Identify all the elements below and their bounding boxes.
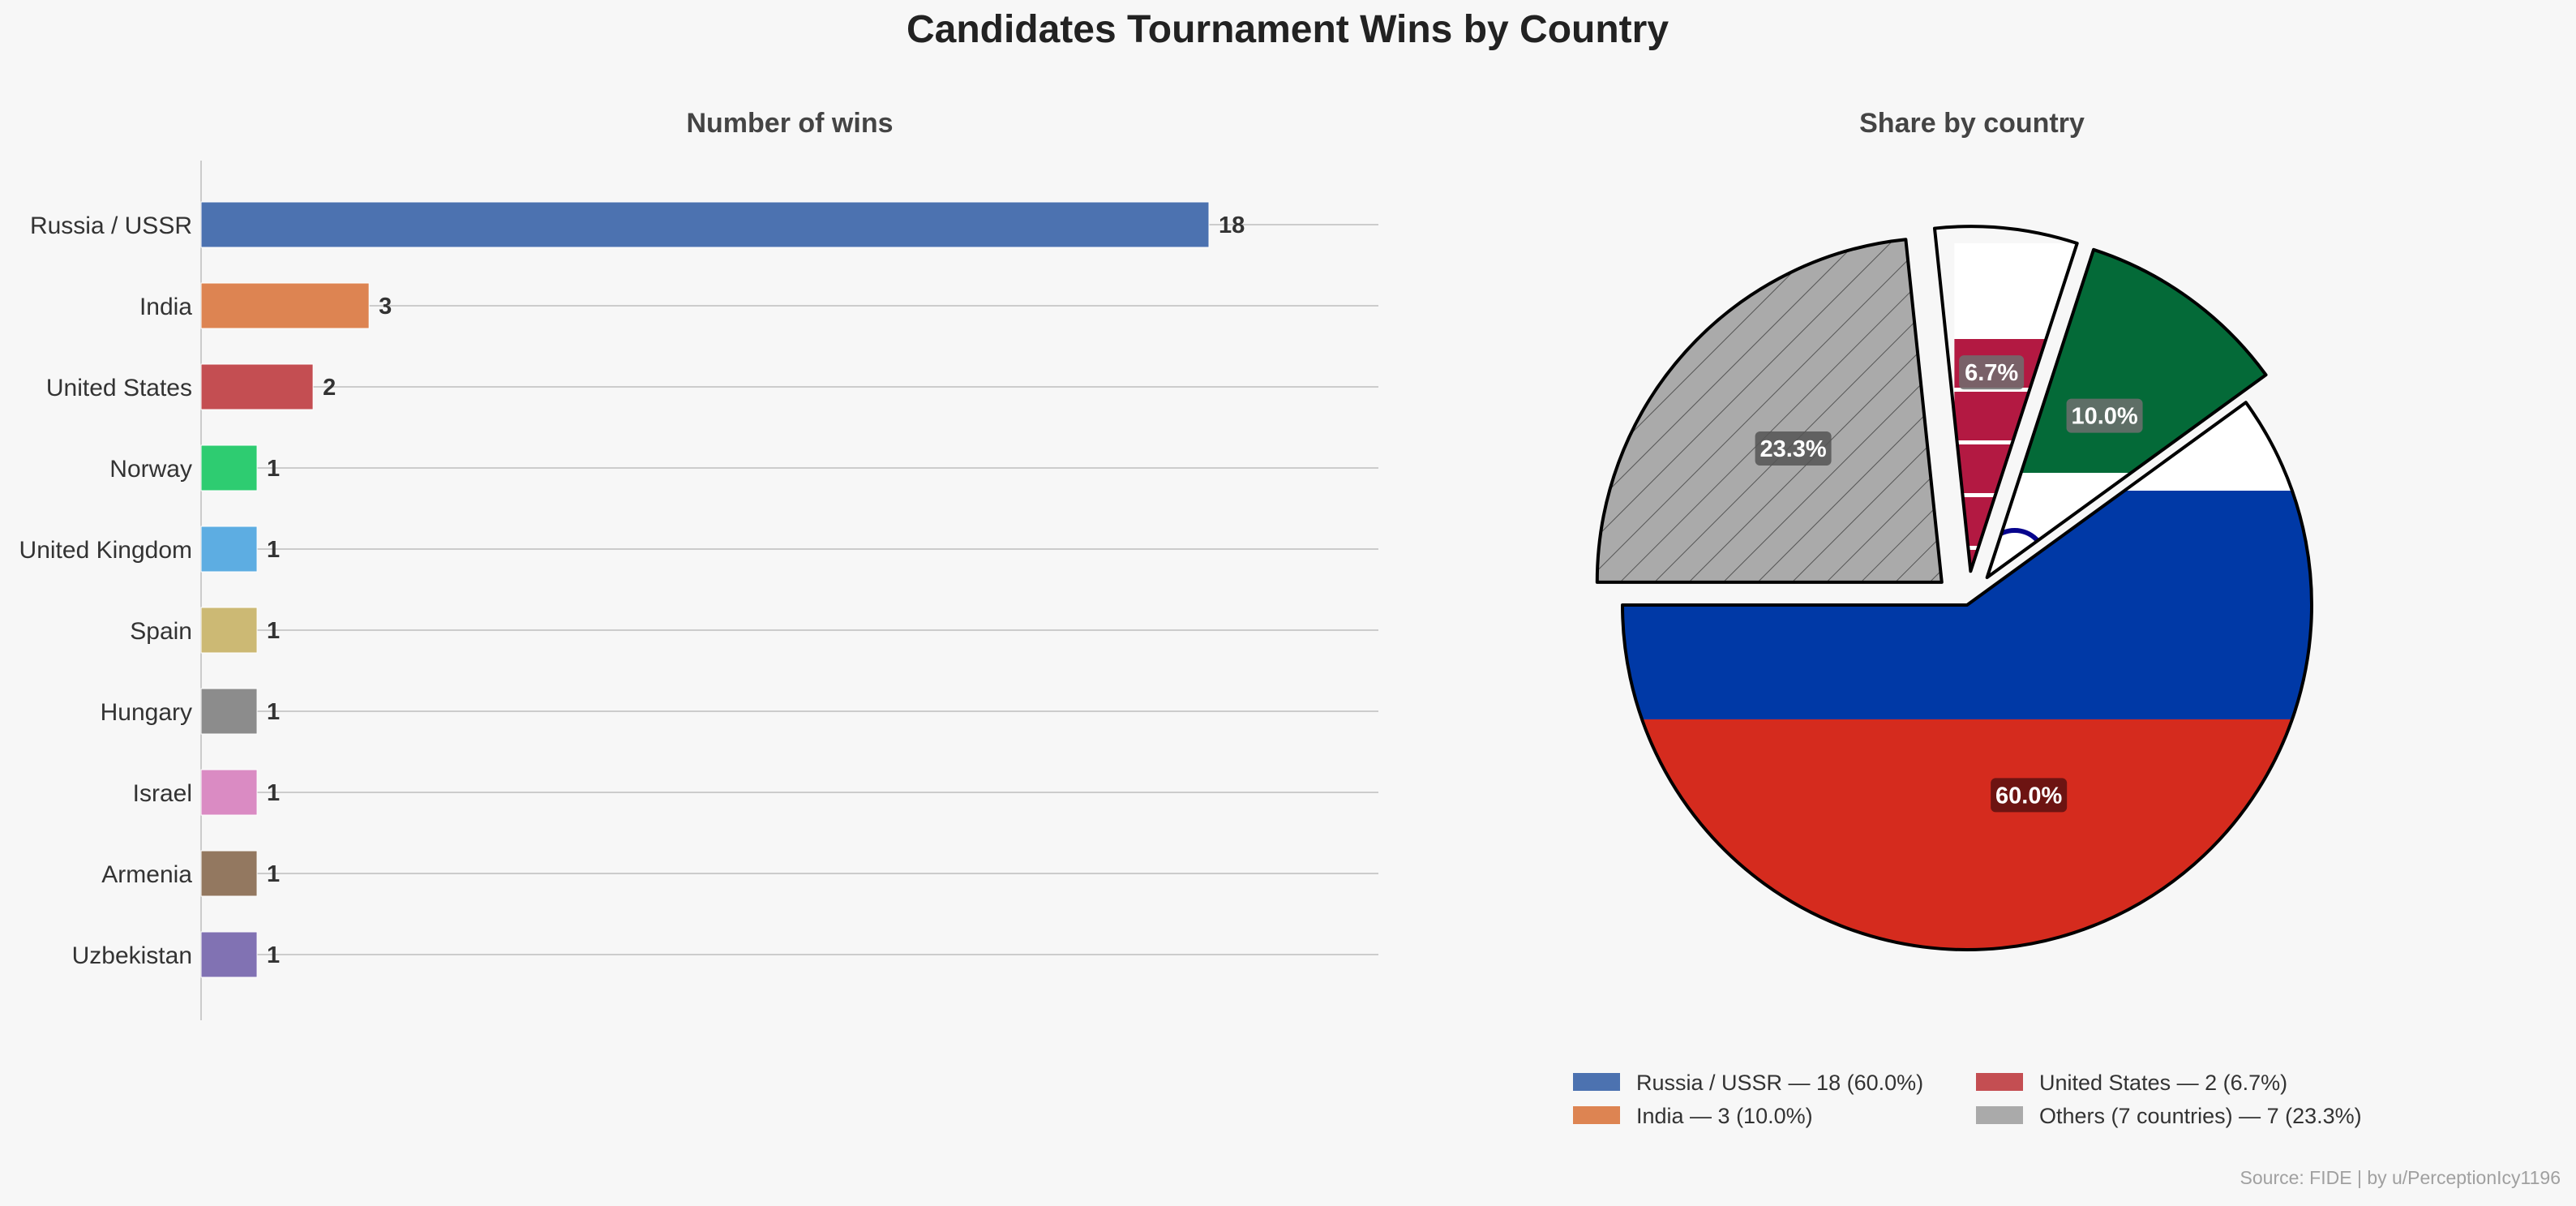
legend-swatch [1976, 1073, 2023, 1091]
pie-slice [1595, 238, 1944, 584]
legend-entry-label: India — 3 (10.0%) [1636, 1104, 1813, 1128]
bar-value-label: 1 [267, 456, 280, 482]
bar-category-label: Armenia [101, 861, 192, 888]
bar-category-label: Hungary [101, 699, 192, 726]
bar [200, 931, 258, 978]
pie-slice [1985, 247, 2268, 580]
legend-swatch [1573, 1106, 1620, 1124]
pie-slice-group [1595, 238, 1944, 584]
bar [200, 607, 258, 654]
bar-category-label: India [139, 294, 192, 320]
bar-chart: Russia / USSR 18 India 3 United States 2 Norwa… [19, 161, 1378, 1020]
bar [200, 363, 314, 410]
bar-value-label: 18 [1219, 212, 1245, 238]
pie-percent-label: 10.0% [2071, 404, 2137, 430]
bar-chart-title: Number of wins [686, 108, 893, 139]
pie-chart-title: Share by country [1859, 108, 2085, 139]
bar [200, 769, 258, 816]
pie-percent-label-box [2066, 398, 2143, 433]
pie-percent-label-box [1755, 431, 1832, 466]
pie-percent-label-box [1959, 355, 2025, 390]
pie-percent-label: 60.0% [1995, 783, 2062, 809]
bar [200, 444, 258, 491]
legend-entry-label: Russia / USSR — 18 (60.0%) [1636, 1071, 1923, 1095]
pie-percent-label-box [1991, 778, 2068, 813]
chart-title: Candidates Tournament Wins by Country [907, 8, 1669, 51]
bar-value-label: 1 [267, 780, 280, 806]
bar-value-label: 1 [267, 618, 280, 644]
bar-value-label: 2 [323, 375, 336, 401]
bar-category-label: Uzbekistan [72, 942, 192, 969]
pie-slice [1621, 401, 2313, 951]
bar-category-label: Russia / USSR [30, 212, 192, 239]
flag-stripe-red [1622, 719, 2312, 951]
bar-value-label: 1 [267, 699, 280, 725]
bar-category-label: Spain [130, 618, 192, 645]
pie-percent-label: 6.7% [1965, 360, 2018, 386]
bar-category-label: Norway [109, 456, 192, 483]
bar [200, 526, 258, 573]
pie-percent-label: 23.3% [1759, 436, 1826, 462]
bar [200, 688, 258, 735]
bar-value-label: 1 [267, 537, 280, 563]
pie-legend: Russia / USSR — 18 (60.0%) India — 3 (10.… [1573, 1071, 2362, 1128]
legend-entry-label: United States — 2 (6.7%) [2039, 1071, 2287, 1095]
bar-value-label: 1 [267, 861, 280, 887]
bar [200, 282, 370, 329]
bar-value-label: 3 [379, 294, 392, 320]
legend-entry-label: Others (7 countries) — 7 (23.3%) [2039, 1104, 2362, 1128]
bar-category-label: Israel [133, 780, 192, 807]
bar [200, 850, 258, 897]
pie-slice [1932, 225, 2079, 573]
bar [200, 201, 1210, 248]
bar-category-label: United Kingdom [19, 537, 192, 564]
source-note: Source: FIDE | by u/PerceptionIcy1196 [2240, 1167, 2561, 1188]
legend-swatch [1573, 1073, 1620, 1091]
bar-value-label: 1 [267, 942, 280, 968]
pie-chart: 60.0% 10.0% 6.7% 23.3% [1595, 225, 2313, 951]
legend-swatch [1976, 1106, 2023, 1124]
bar-category-label: United States [46, 375, 192, 401]
